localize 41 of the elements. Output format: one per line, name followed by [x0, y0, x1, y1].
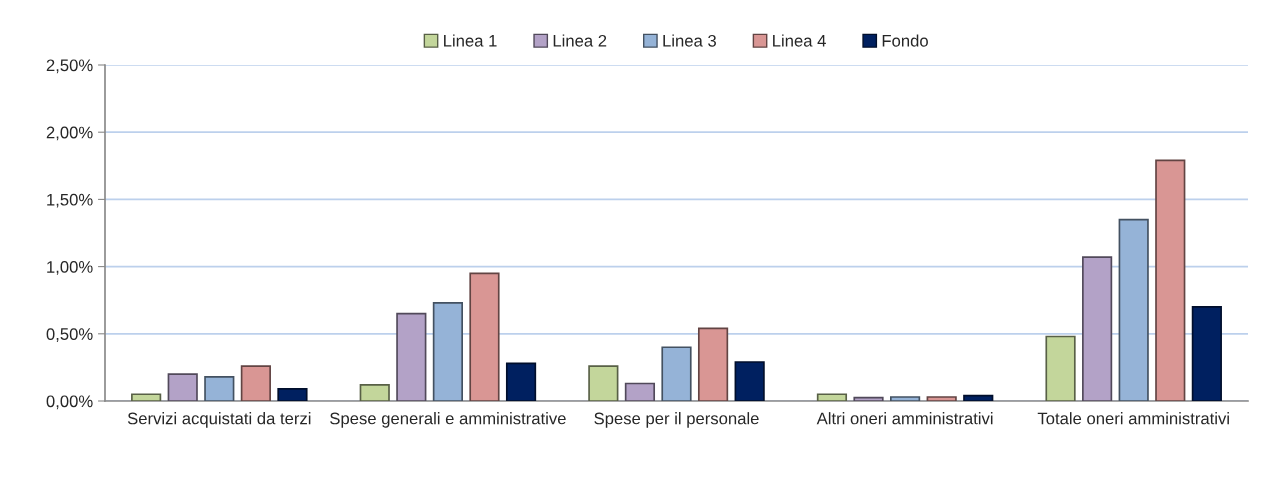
bar: [240, 365, 271, 401]
legend-label: Linea 3: [663, 34, 716, 47]
bar: [469, 272, 500, 401]
x-tick-label: Spese per il personale: [594, 412, 759, 428]
y-tick-label: 2,00%: [46, 126, 93, 141]
bar: [167, 373, 198, 401]
bar: [697, 327, 729, 401]
bar: [359, 384, 390, 401]
bar: [853, 396, 884, 401]
y-tick-label: 0,50%: [46, 328, 93, 342]
bar: [432, 302, 463, 401]
bar: [204, 375, 235, 401]
bar: [131, 393, 162, 401]
bar: [890, 396, 921, 401]
x-tick-label: Altri oneri amministrativi: [816, 412, 993, 425]
y-tick-label: 2,50%: [46, 59, 93, 74]
bar: [1045, 335, 1076, 401]
bar: [1191, 306, 1222, 401]
legend-label: Linea 2: [553, 34, 607, 47]
y-tick-label: 1,00%: [47, 261, 93, 275]
bar: [926, 396, 957, 401]
bar: [396, 312, 427, 401]
bar: [277, 388, 308, 401]
bar: [816, 393, 848, 401]
bar: [505, 362, 537, 401]
y-tick-label: 1,50%: [47, 193, 93, 208]
bar: [734, 361, 765, 401]
bar: [1118, 218, 1149, 401]
x-tick-label: Spese generali e amministrative: [330, 412, 566, 428]
legend-label: Linea 4: [773, 34, 826, 47]
bar: [624, 382, 656, 401]
bar: [1155, 159, 1186, 401]
bar: [588, 365, 619, 401]
legend-label: Fondo: [882, 34, 928, 47]
legend-label: Linea 1: [444, 34, 497, 47]
x-tick-label: Totale oneri amministrativi: [1037, 412, 1229, 425]
bar: [963, 394, 994, 401]
y-tick-label: 0,00%: [46, 395, 93, 410]
bar: [1082, 256, 1113, 401]
x-tick-label: Servizi acquistati da terzi: [127, 412, 311, 428]
bar: [661, 346, 692, 401]
